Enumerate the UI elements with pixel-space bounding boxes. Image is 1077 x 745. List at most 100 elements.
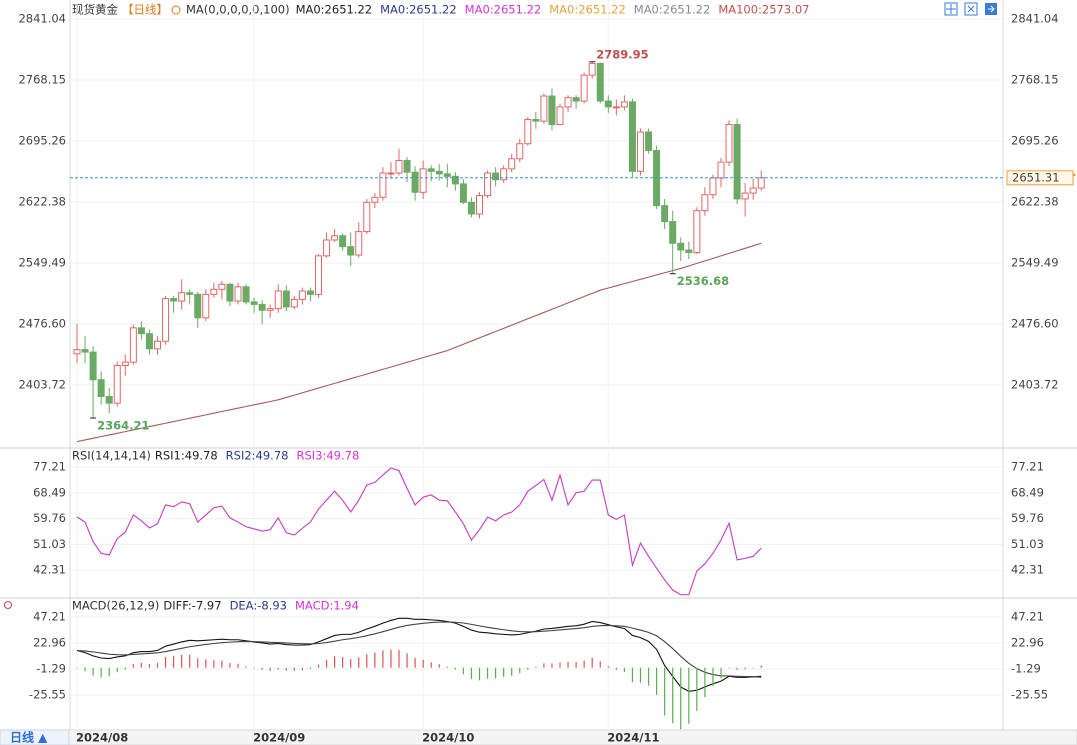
macd-bar — [511, 667, 513, 676]
candle-body — [97, 379, 105, 397]
icon-expand[interactable] — [964, 2, 978, 16]
macd-bar — [760, 665, 762, 668]
y-tick-label: 2403.72 — [18, 377, 66, 391]
candle-body — [210, 288, 218, 295]
legend-item: RSI3:49.78 — [296, 449, 359, 463]
x-tick-label: 2024/11 — [607, 731, 659, 745]
macd-bar — [656, 667, 658, 695]
candle-body — [218, 283, 226, 290]
macd-bar — [164, 656, 167, 668]
macd-bar — [382, 650, 384, 668]
line-series — [76, 242, 762, 443]
candle-body — [170, 298, 178, 302]
candle-body — [258, 303, 266, 311]
candle-body — [717, 161, 725, 179]
candle-body — [298, 290, 306, 300]
macd-bar — [599, 661, 601, 668]
y-tick-label-right: 2622.38 — [1011, 194, 1059, 208]
candle-body — [476, 195, 483, 215]
macd-bar — [519, 667, 521, 674]
icon-grid[interactable] — [944, 2, 958, 16]
macd-bar — [688, 667, 690, 724]
y-tick-label: -25.55 — [29, 688, 66, 702]
macd-bar — [92, 667, 94, 676]
macd-bar — [261, 667, 263, 670]
line-series — [76, 621, 762, 678]
candle-body — [620, 101, 628, 108]
candle-body — [669, 221, 677, 244]
macd-bar — [148, 664, 151, 668]
macd-bar — [462, 667, 464, 675]
y-tick-label: 2841.04 — [18, 12, 66, 26]
candle-body — [306, 290, 314, 295]
period-label: 【日线】 — [122, 3, 168, 17]
macd-bar — [116, 667, 118, 673]
macd-bar — [293, 667, 295, 672]
y-tick-label-right: 68.49 — [1011, 485, 1044, 499]
legend-item: MA100:2573.07 — [718, 3, 809, 17]
period-icon — [171, 5, 181, 15]
candle-body — [363, 201, 371, 233]
annotation: 2536.68 — [677, 274, 729, 288]
candle-body — [508, 158, 516, 170]
legend-item: RSI1:49.78 — [155, 449, 218, 463]
candle-body — [355, 231, 363, 256]
legend-item: MACD:1.94 — [295, 599, 359, 613]
candle-body — [202, 293, 210, 319]
y-tick-label-right: 51.03 — [1011, 537, 1044, 551]
candle-body — [282, 290, 290, 308]
macd-bar — [189, 654, 191, 668]
macd-bar — [664, 667, 666, 716]
legend-item: DEA:-8.93 — [230, 599, 287, 613]
period-button[interactable] — [0, 729, 70, 745]
macd-bar — [221, 660, 223, 668]
macd-bar — [712, 667, 714, 687]
candle-body — [331, 235, 339, 241]
x-tick-label: 2024/08 — [76, 731, 128, 745]
candle-body — [129, 327, 137, 363]
period-button-label[interactable]: 日线 ▲ — [10, 730, 48, 745]
candle-body — [371, 196, 379, 203]
macd-bar — [551, 663, 553, 668]
macd-bar — [277, 667, 279, 670]
candle-body — [612, 106, 620, 109]
macd-bar — [744, 667, 746, 670]
candle-body — [467, 201, 475, 215]
y-tick-label: 42.31 — [33, 563, 66, 577]
macd-bar — [317, 664, 320, 668]
candle-body — [451, 175, 459, 185]
annotation: 2789.95 — [596, 47, 648, 61]
macd-bar — [76, 667, 78, 669]
macd-bar — [615, 667, 617, 670]
macd-bar — [108, 667, 110, 677]
candle-body — [637, 131, 644, 172]
x-tick-label: 2024/10 — [422, 731, 474, 745]
y-tick-label-right: 2549.49 — [1011, 255, 1059, 269]
macd-bar — [535, 666, 537, 668]
candle-body — [685, 249, 693, 254]
candle-body — [435, 170, 443, 175]
candle-body — [604, 100, 612, 108]
price-label-box — [1006, 170, 1074, 186]
macd-bar — [100, 667, 102, 678]
candle-body — [105, 395, 113, 404]
macd-bar — [575, 662, 577, 668]
macd-bar — [430, 662, 432, 668]
macd-bar — [253, 667, 255, 669]
icon-part — [988, 5, 995, 13]
macd-bar — [631, 667, 634, 683]
candle-body — [427, 168, 435, 172]
candle-body — [419, 168, 427, 193]
indicator-icon[interactable] — [4, 601, 12, 609]
candle-body — [741, 192, 749, 200]
line-series — [76, 467, 762, 596]
candle-body — [274, 290, 282, 310]
candle-body — [81, 349, 89, 353]
macd-bar — [680, 667, 682, 730]
candle-body — [73, 349, 81, 355]
candle-body — [162, 298, 170, 342]
macd-bar — [672, 667, 674, 724]
macd-bar — [156, 662, 159, 668]
y-tick-label-right: 77.21 — [1011, 460, 1044, 474]
y-tick-label: 2768.15 — [18, 73, 66, 87]
